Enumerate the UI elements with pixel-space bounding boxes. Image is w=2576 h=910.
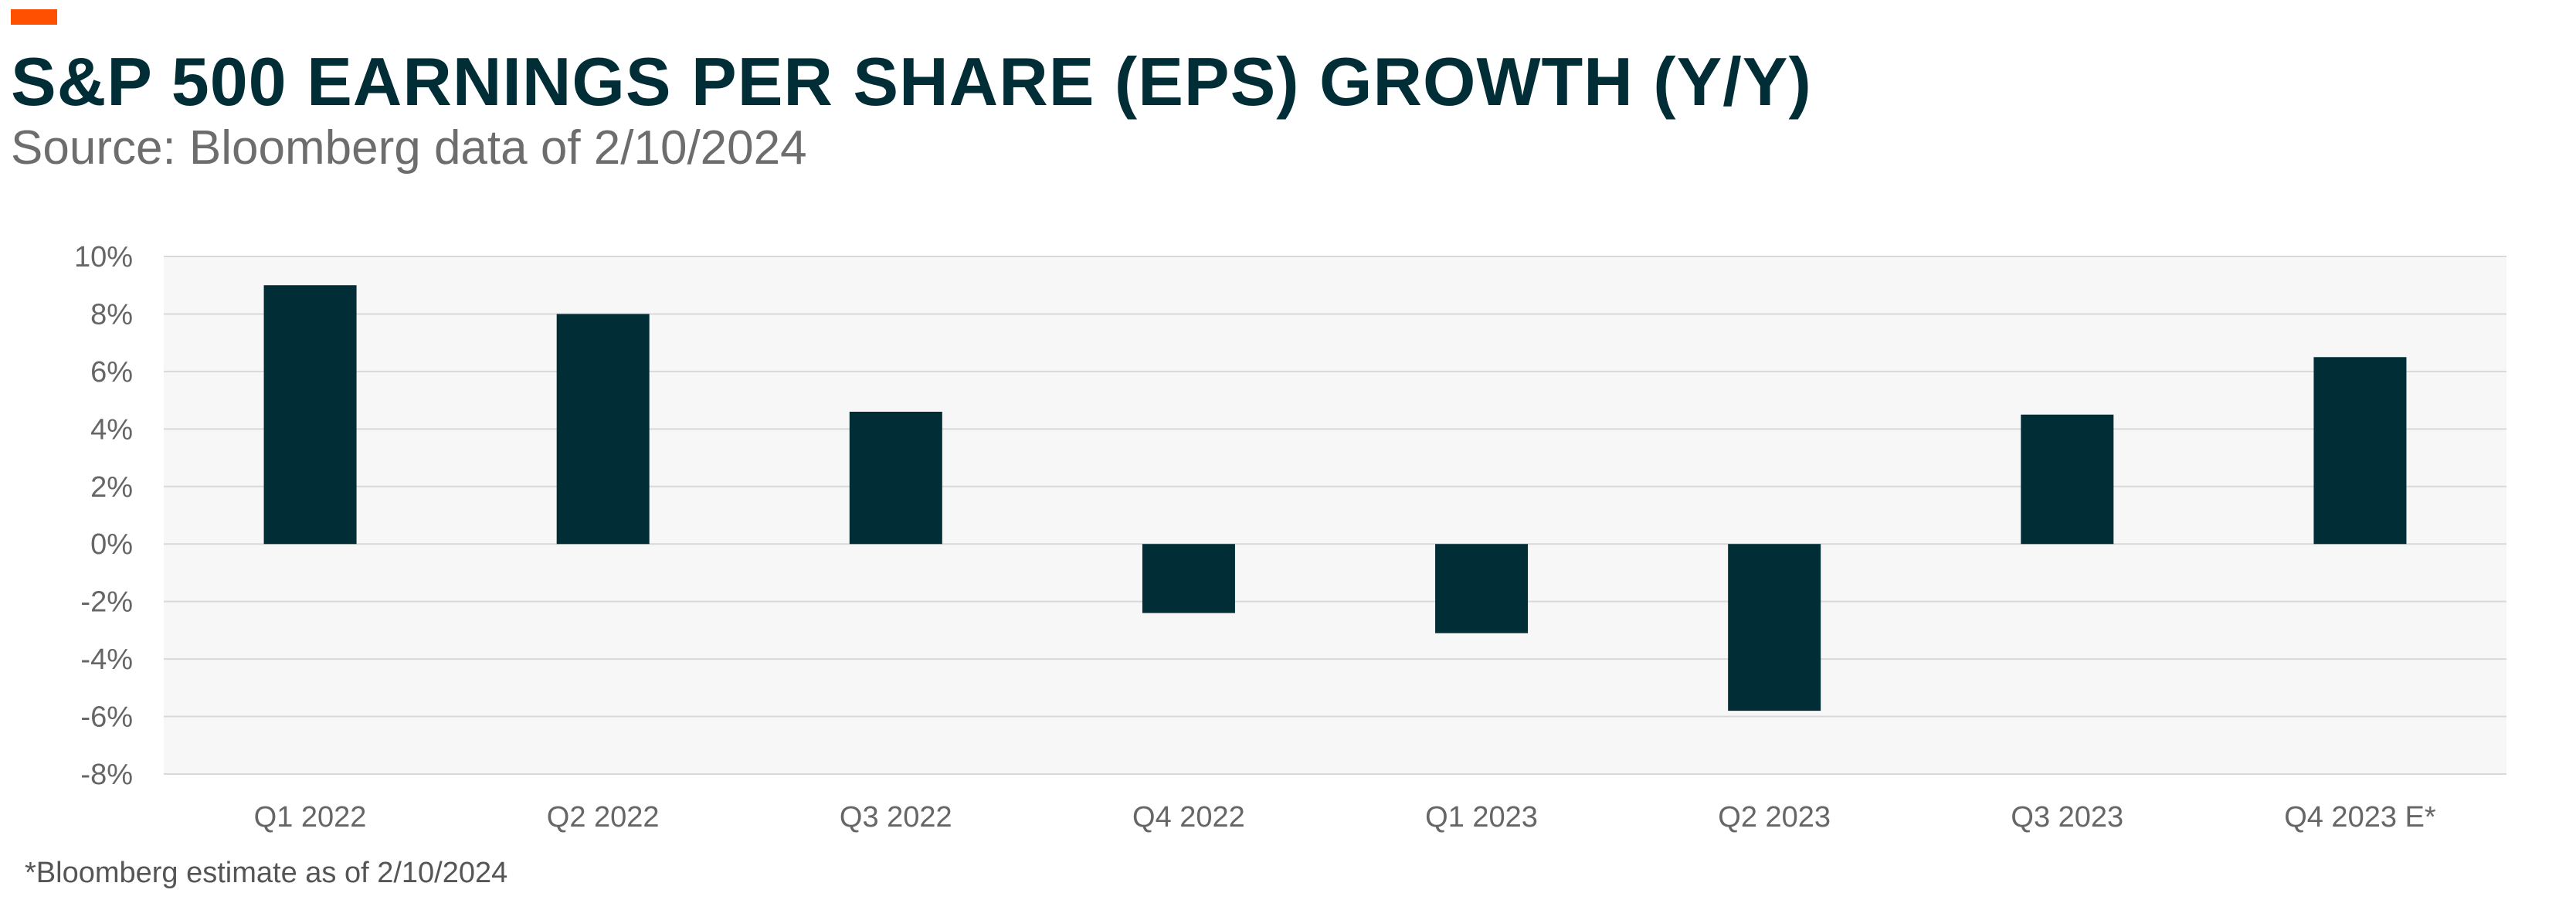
gridlines (164, 256, 2506, 775)
brand-accent-bar (11, 9, 57, 25)
y-tick-label: -2% (80, 586, 133, 619)
bar-q3-2023 (2021, 414, 2114, 545)
y-axis-ticks: 10% 8% 6% 4% 2% 0% -2% -4% -6% -8% (74, 241, 133, 791)
x-tick-label: Q3 2023 (2011, 801, 2123, 834)
y-tick-label: 10% (74, 241, 133, 273)
x-tick-label: Q4 2023 E* (2284, 801, 2436, 834)
bar-q3-2022 (849, 412, 942, 545)
x-tick-label: Q1 2023 (1425, 801, 1538, 834)
plot-area (164, 256, 2506, 774)
x-tick-label: Q3 2022 (840, 801, 952, 834)
y-tick-label: -4% (80, 643, 133, 676)
bars (263, 285, 2407, 711)
x-tick-label: Q2 2022 (547, 801, 660, 834)
x-tick-label: Q1 2022 (254, 801, 367, 834)
bar-q1-2022 (263, 285, 357, 545)
y-tick-label: 8% (90, 298, 133, 331)
bar-q1-2023 (1435, 544, 1529, 633)
x-axis-ticks: Q1 2022 Q2 2022 Q3 2022 Q4 2022 Q1 2023 Q2 20… (254, 801, 2436, 834)
bar-q2-2022 (556, 314, 650, 545)
x-tick-label: Q4 2022 (1132, 801, 1245, 834)
bar-q4-2022 (1142, 544, 1235, 613)
y-tick-label: 2% (90, 471, 133, 504)
y-tick-label: 0% (90, 528, 133, 561)
y-tick-label: 4% (90, 413, 133, 446)
y-tick-label: -6% (80, 701, 133, 734)
y-tick-label: -8% (80, 759, 133, 791)
footnote: *Bloomberg estimate as of 2/10/2024 (25, 857, 508, 889)
y-tick-label: 6% (90, 356, 133, 389)
chart-title: S&P 500 EARNINGS PER SHARE (EPS) GROWTH … (11, 43, 1812, 120)
x-tick-label: Q2 2023 (1718, 801, 1831, 834)
bar-q4-2023-e- (2313, 357, 2407, 545)
chart-subtitle: Source: Bloomberg data of 2/10/2024 (11, 121, 807, 175)
bar-q2-2023 (1728, 544, 1821, 711)
